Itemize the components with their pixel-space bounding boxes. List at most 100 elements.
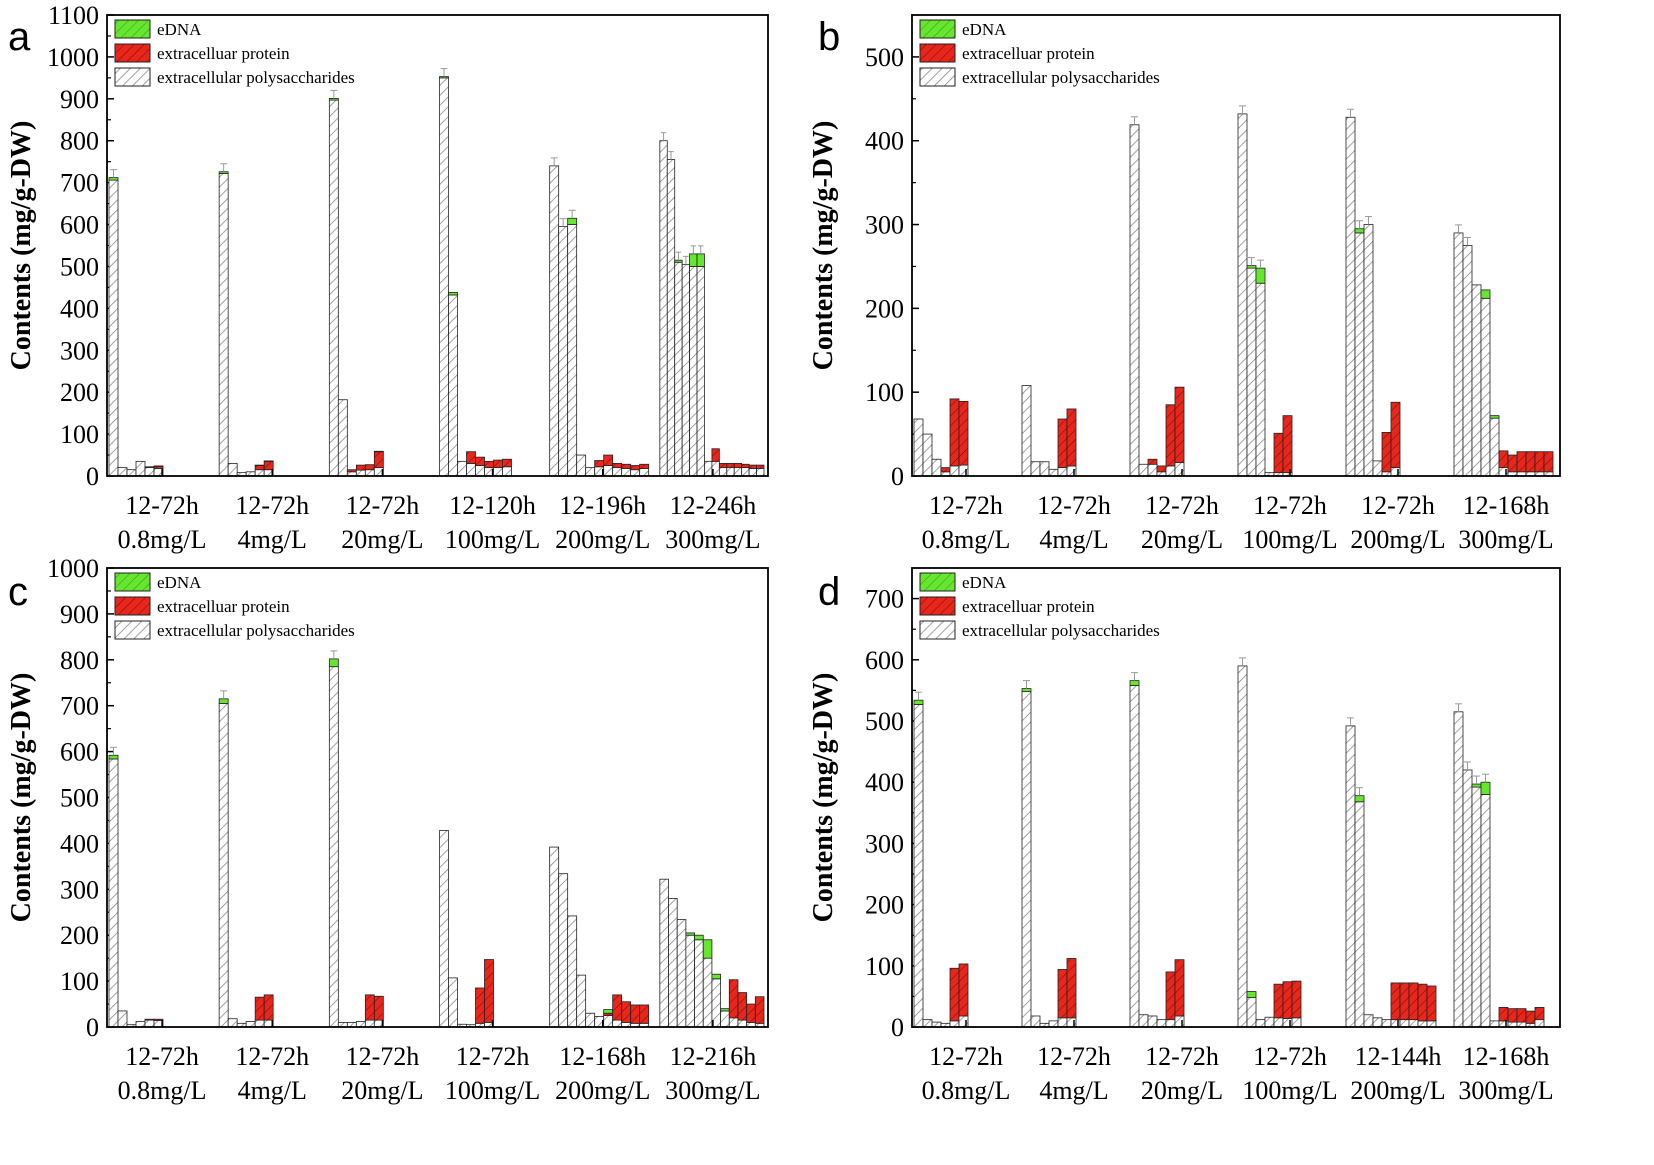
bar-polysaccharide: [1138, 463, 1149, 477]
bar-polysaccharide: [612, 1019, 623, 1028]
bar-protein: [741, 463, 750, 469]
bar-protein: [630, 1004, 641, 1024]
x-tick-label-concentration: 0.8mg/L: [922, 1076, 1011, 1105]
bar-protein: [1381, 432, 1392, 473]
bar-protein: [475, 987, 485, 1024]
bar-protein: [475, 456, 485, 466]
y-tick-label: 300: [60, 336, 99, 365]
bar-polysaccharide: [1030, 1015, 1041, 1028]
bar-protein: [153, 1018, 164, 1021]
bar-edna: [1246, 265, 1257, 269]
bar-edna: [685, 932, 695, 936]
x-tick-label-concentration: 4mg/L: [238, 1076, 307, 1105]
bar-polysaccharide: [1534, 1019, 1545, 1028]
x-tick-label-time: 12-72h: [1037, 491, 1111, 520]
y-tick-label: 800: [60, 127, 99, 156]
x-tick-label-concentration: 100mg/L: [1242, 525, 1337, 554]
bar-polysaccharide: [659, 140, 668, 477]
bar-protein: [612, 463, 623, 469]
y-axis-label: Contents (mg/g-DW): [6, 121, 37, 371]
bar-edna: [218, 171, 229, 174]
bar-polysaccharide: [704, 460, 713, 477]
y-tick-label: 700: [865, 585, 904, 614]
bar-protein: [621, 463, 632, 469]
bar-polysaccharide: [227, 463, 238, 477]
bar-polysaccharide: [1030, 461, 1041, 477]
legend-protein-swatch: [114, 596, 151, 616]
bar-polysaccharide: [737, 1019, 748, 1028]
x-tick-label-time: 12-72h: [1253, 491, 1327, 520]
bar-protein: [493, 459, 503, 469]
y-tick-label: 400: [865, 768, 904, 797]
bar-protein: [726, 463, 735, 469]
bar-edna: [439, 76, 449, 79]
x-tick-label-concentration: 0.8mg/L: [118, 1076, 207, 1105]
bar-edna: [1129, 680, 1140, 686]
bar-protein: [1525, 451, 1536, 473]
bar-polysaccharide: [1237, 113, 1248, 477]
bar-edna: [144, 466, 155, 469]
bar-polysaccharide: [1129, 124, 1140, 477]
bar-polysaccharide: [1021, 385, 1032, 477]
y-axis-label: Contents (mg/g-DW): [808, 673, 839, 923]
bar-polysaccharide: [612, 467, 623, 477]
bar-protein: [1066, 958, 1077, 1019]
legend-polysaccharide-swatch: [114, 67, 151, 87]
y-tick-label: 900: [60, 85, 99, 114]
bar-protein: [1273, 983, 1284, 1019]
bar-polysaccharide: [1246, 997, 1257, 1028]
bar-polysaccharide: [1057, 1017, 1068, 1028]
bar-polysaccharide: [218, 703, 229, 1028]
bar-protein: [373, 451, 384, 469]
bar-polysaccharide: [1048, 468, 1059, 477]
bar-polysaccharide: [1057, 467, 1068, 477]
bar-protein: [1057, 418, 1068, 469]
bar-polysaccharide: [1462, 769, 1473, 1028]
bar-protein: [1399, 982, 1410, 1021]
bar-polysaccharide: [108, 758, 119, 1028]
bar-polysaccharide: [558, 873, 569, 1028]
bar-polysaccharide: [666, 159, 676, 477]
bar-polysaccharide: [1372, 1017, 1383, 1028]
bar-polysaccharide: [1129, 685, 1140, 1028]
bar-polysaccharide: [922, 433, 933, 477]
bar-polysaccharide: [1138, 1014, 1149, 1028]
y-tick-label: 0: [891, 462, 904, 491]
bar-protein: [612, 994, 623, 1021]
bar-edna: [1480, 781, 1491, 795]
x-tick-label-time: 12-144h: [1355, 1042, 1442, 1071]
y-tick-label: 300: [60, 875, 99, 904]
bar-protein: [346, 469, 357, 473]
bar-edna: [1480, 289, 1491, 299]
y-tick-label: 100: [60, 420, 99, 449]
bar-polysaccharide: [1399, 1019, 1410, 1028]
bar-protein: [1066, 408, 1077, 467]
bar-polysaccharide: [585, 1012, 596, 1028]
x-tick-label-concentration: 300mg/L: [1458, 1076, 1553, 1105]
bar-polysaccharide: [466, 463, 476, 477]
bar-polysaccharide: [1408, 1019, 1419, 1028]
bar-polysaccharide: [218, 173, 229, 477]
bar-edna: [1246, 991, 1257, 999]
bar-polysaccharide: [1480, 297, 1491, 477]
bar-protein: [1390, 401, 1401, 469]
bar-polysaccharide: [448, 977, 458, 1028]
bar-polysaccharide: [1291, 1017, 1302, 1028]
bar-protein: [1390, 982, 1401, 1021]
bar-edna: [1255, 267, 1266, 284]
y-tick-label: 800: [60, 646, 99, 675]
plot-frame: [911, 567, 1561, 1028]
bar-protein: [1174, 959, 1185, 1017]
panel-b-chart: b Contents (mg/g-DW) 0 100 200 300 400 500 12-72…: [808, 14, 1561, 554]
bar-polysaccharide: [576, 454, 587, 477]
y-tick-label: 200: [60, 921, 99, 950]
x-tick-label-concentration: 0.8mg/L: [922, 525, 1011, 554]
bar-edna: [720, 1008, 730, 1012]
bar-protein: [1282, 981, 1293, 1019]
bar-protein: [711, 448, 720, 462]
x-tick-label-time: 12-72h: [235, 491, 309, 520]
bar-protein: [1507, 1008, 1518, 1023]
bar-polysaccharide: [227, 1018, 238, 1028]
bar-polysaccharide: [337, 399, 348, 477]
x-tick-label-concentration: 300mg/L: [1458, 525, 1553, 554]
